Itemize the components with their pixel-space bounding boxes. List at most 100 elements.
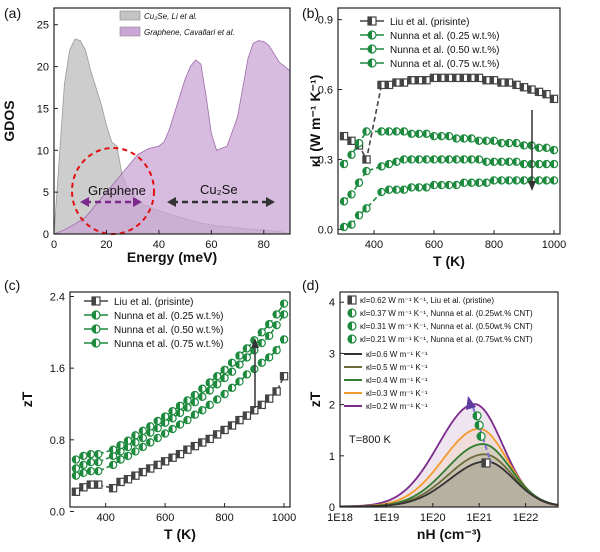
series-3-point bbox=[542, 159, 551, 169]
series-3-point bbox=[437, 155, 446, 164]
series-2-point-fill bbox=[280, 335, 285, 344]
series-1-line bbox=[75, 375, 285, 493]
legend-marker-fill bbox=[92, 297, 96, 305]
series-4-point bbox=[512, 176, 521, 185]
series-1-point-fill bbox=[460, 74, 464, 82]
x-tick-label: 1000 bbox=[542, 239, 566, 251]
series-2-point-fill bbox=[235, 377, 240, 386]
series-3-point bbox=[264, 331, 274, 341]
legend-swatch bbox=[119, 26, 141, 37]
series-3-point-fill bbox=[280, 310, 285, 318]
data-point-1 bbox=[481, 458, 491, 468]
series-4-point-fill bbox=[220, 366, 225, 374]
legend-label: κl=0.62 W m⁻¹ K⁻¹, Liu et al. (pristine) bbox=[360, 296, 494, 305]
series-2-point bbox=[474, 136, 484, 146]
panel-a-label: (a) bbox=[4, 5, 21, 21]
legend-marker-fill bbox=[368, 45, 372, 53]
y-tick-label: 0 bbox=[329, 502, 335, 514]
series-3-point bbox=[429, 155, 439, 164]
y-tick-label: 0.0 bbox=[318, 224, 333, 236]
series-1-point bbox=[467, 73, 476, 83]
legend-label: κl=0.4 W m⁻¹ K⁻¹ bbox=[366, 376, 428, 385]
series-4-point-fill bbox=[437, 181, 442, 189]
series-3-point bbox=[123, 442, 133, 452]
legend-label: κl=0.21 W m⁻¹ K⁻¹, Nunna et al. (0.75wt.… bbox=[360, 335, 533, 344]
panel-c-label: (c) bbox=[4, 277, 20, 293]
series-1-point-fill bbox=[437, 74, 442, 82]
x-tick-label: 60 bbox=[205, 239, 217, 251]
panel-a-axes: 0 20 40 60 80 0 5 10 15 20 25 Energy (meV) GDOS bbox=[1, 7, 291, 265]
series-4-point bbox=[242, 344, 252, 353]
series-3-point-fill bbox=[191, 398, 195, 406]
series-1-point bbox=[399, 78, 409, 87]
series-4-point bbox=[131, 431, 140, 440]
series-1-point bbox=[242, 411, 252, 420]
series-2-point-fill bbox=[72, 472, 76, 480]
series-1-point-fill bbox=[72, 488, 76, 496]
series-4-point-fill bbox=[280, 300, 285, 308]
series-1-point bbox=[384, 80, 394, 90]
series-4-point-fill bbox=[183, 396, 188, 404]
series-4-point-fill bbox=[392, 186, 397, 194]
series-4-point bbox=[377, 187, 386, 197]
panel-b-legend: Liu et al. (prisinte) Nunna et al. (0.25 … bbox=[360, 16, 500, 70]
series-1-point bbox=[422, 76, 431, 85]
series-3-point-fill bbox=[407, 155, 412, 164]
panel-d-axes: 1E18 1E19 1E20 1E21 1E22 0 1 2 3 4 nH (cm⁻³) zT bbox=[307, 291, 559, 542]
series-1-point-fill bbox=[535, 88, 539, 96]
legend-marker-fill bbox=[92, 325, 96, 333]
series-1-point bbox=[339, 131, 349, 141]
series-3-point bbox=[422, 155, 431, 164]
series-4-point bbox=[123, 436, 133, 445]
series-2-point bbox=[392, 127, 401, 136]
curve-kl-0.6-fill bbox=[340, 461, 559, 507]
series-3-point-fill bbox=[520, 160, 524, 168]
series-2-point-fill bbox=[512, 139, 517, 147]
series-3-point bbox=[489, 157, 499, 166]
series-2-point bbox=[429, 131, 439, 141]
series-1-point-fill bbox=[362, 155, 367, 164]
series-4-point bbox=[79, 451, 88, 461]
series-2-point bbox=[414, 129, 424, 139]
series-3-point-fill bbox=[124, 443, 128, 451]
series-1-point bbox=[444, 73, 454, 83]
series-3-point-fill bbox=[362, 167, 367, 175]
series-2-point bbox=[138, 442, 148, 452]
series-4-point-fill bbox=[79, 452, 84, 460]
series-2-point bbox=[227, 383, 237, 393]
legend-marker bbox=[367, 16, 377, 26]
series-4-point-fill bbox=[87, 450, 91, 458]
legend-marker bbox=[367, 58, 377, 68]
series-1-point-fill bbox=[213, 430, 218, 439]
legend-marker bbox=[347, 334, 357, 344]
series-1-point bbox=[146, 464, 155, 473]
series-2-point-fill bbox=[161, 429, 166, 438]
series-3-point-fill bbox=[250, 346, 255, 354]
series-1-point bbox=[131, 471, 140, 480]
series-2-point-fill bbox=[273, 346, 277, 354]
series-3-point bbox=[168, 414, 177, 423]
series-2-point bbox=[519, 141, 529, 150]
series-1-point-fill bbox=[198, 438, 203, 447]
series-2-point bbox=[153, 433, 162, 443]
series-3-point bbox=[272, 320, 281, 330]
series-2-point-fill bbox=[527, 141, 532, 150]
series-3-point-fill bbox=[430, 155, 434, 164]
series-2-point bbox=[94, 466, 103, 476]
series-4-point-fill bbox=[452, 181, 457, 189]
series-2-point-fill bbox=[377, 127, 382, 136]
series-1-point bbox=[504, 78, 514, 87]
series-1-point bbox=[489, 76, 499, 85]
series-2-point bbox=[482, 136, 491, 146]
series-1-point bbox=[264, 394, 274, 403]
x-tick-label: 1E21 bbox=[466, 512, 492, 524]
series-3-point-fill bbox=[437, 155, 442, 164]
series-1-point-fill bbox=[183, 446, 188, 454]
x-tick-label: 1E22 bbox=[513, 512, 539, 524]
series-2-point bbox=[220, 389, 229, 399]
x-tick-label: 600 bbox=[156, 512, 174, 524]
series-2-point bbox=[257, 358, 266, 367]
series-3-point-fill bbox=[116, 447, 121, 456]
series-1-point-fill bbox=[385, 81, 389, 89]
panel-c-plot bbox=[71, 299, 289, 496]
